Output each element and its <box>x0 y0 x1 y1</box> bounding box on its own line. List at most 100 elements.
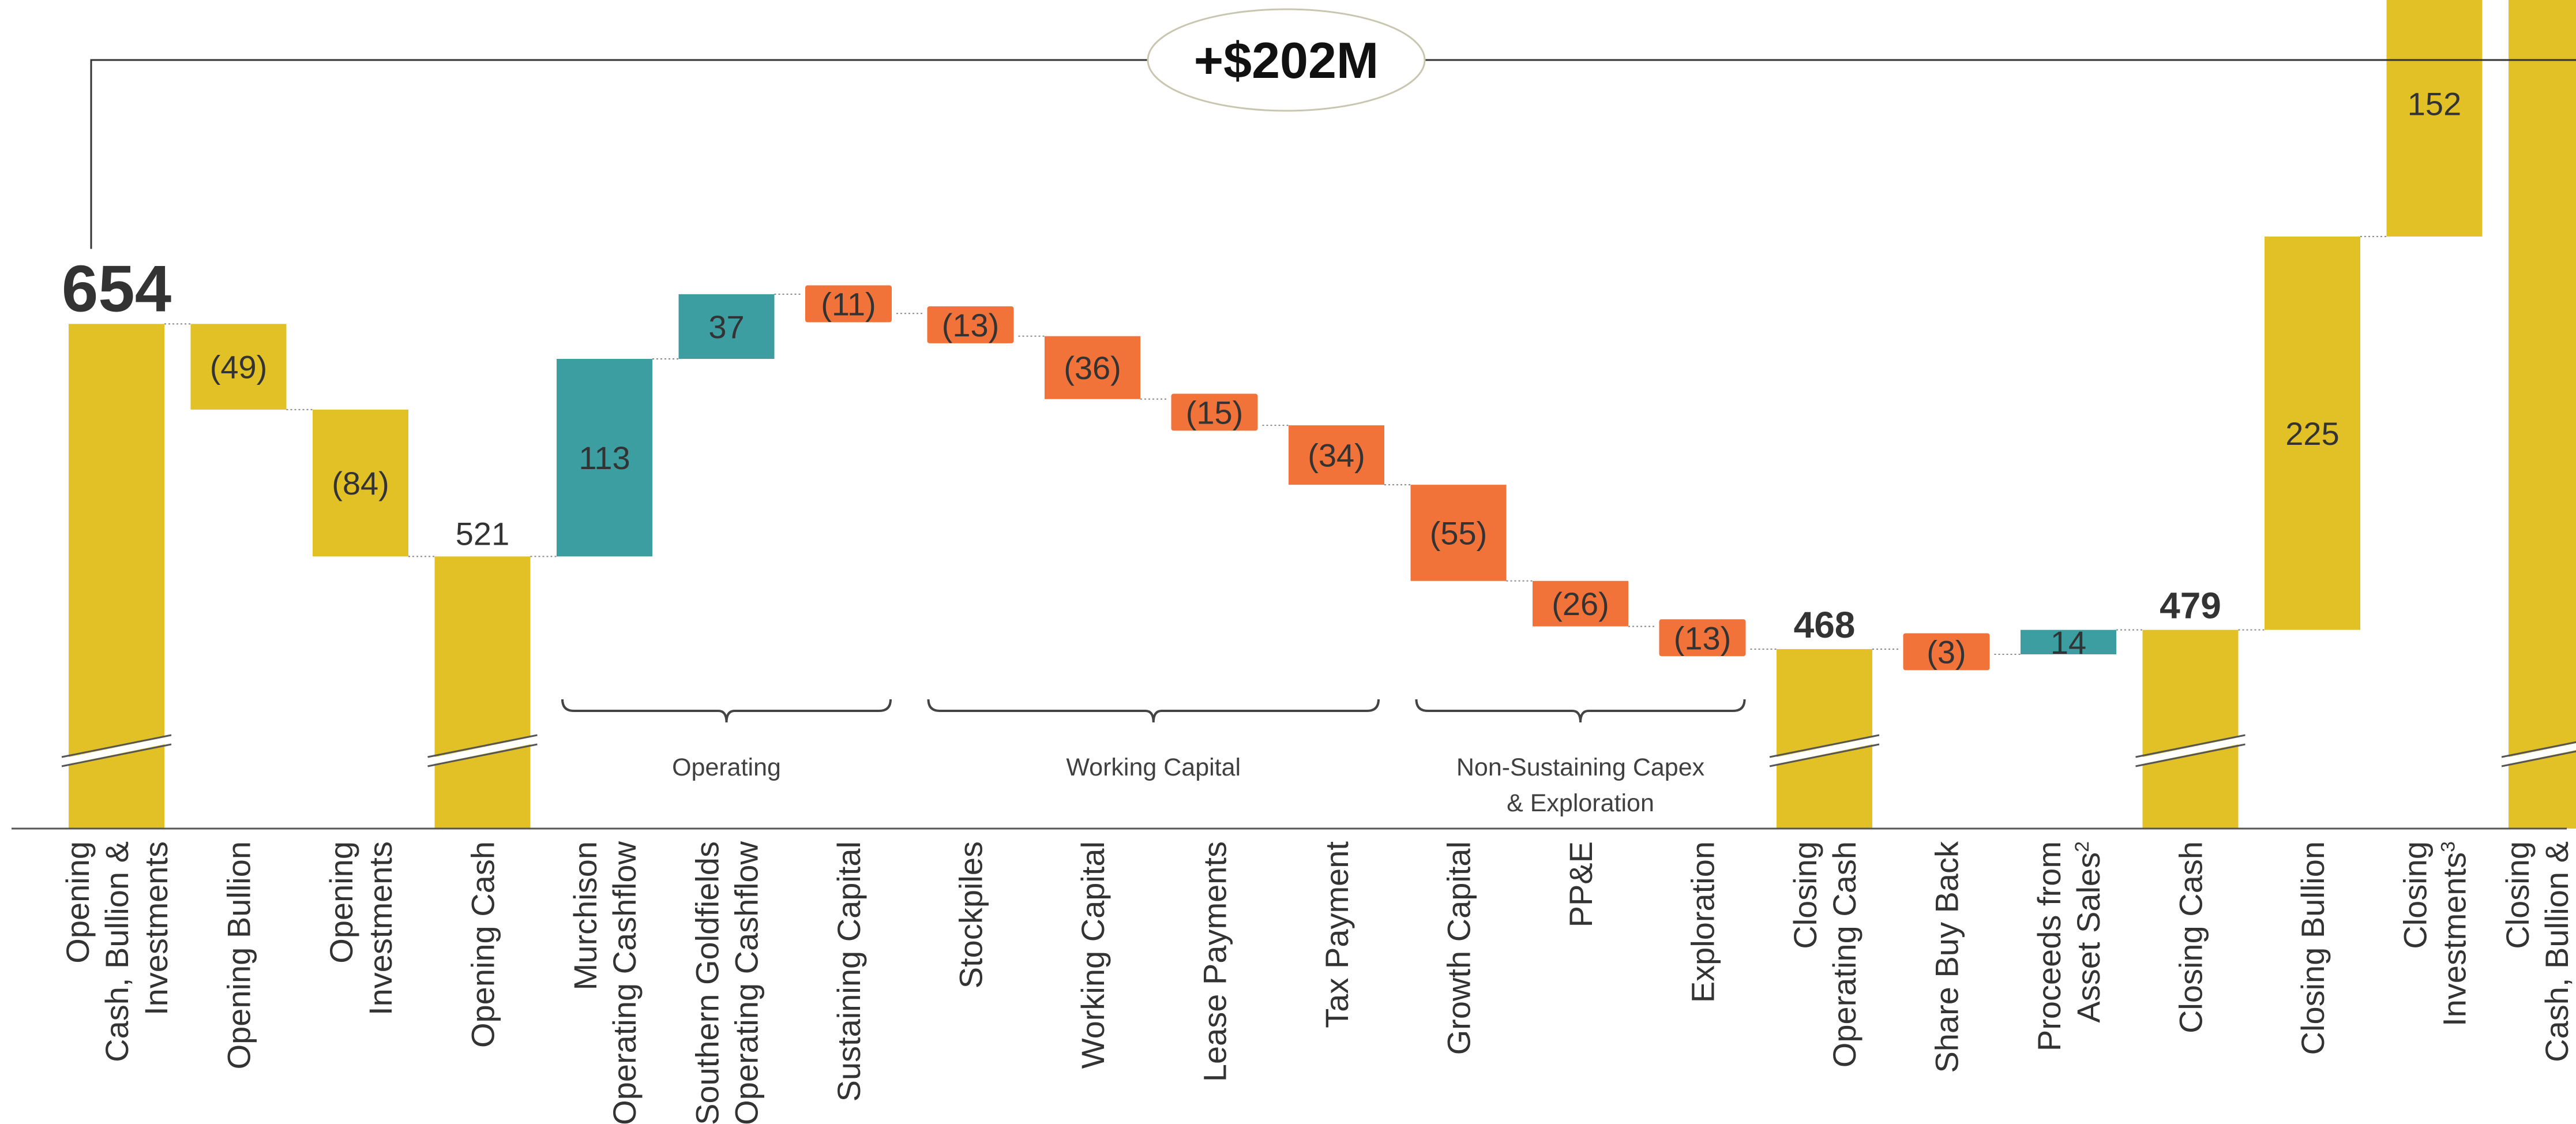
value-label-6: (11) <box>821 286 876 323</box>
value-label-17: 479 <box>2160 585 2221 627</box>
category-labels-layer: Opening Cash, Bullion & Investments Opening… <box>59 841 2575 1124</box>
value-labels-layer: 654 (49) (84) 521 113 37 (11) (13) (36) (15) (34) (… <box>62 86 2461 670</box>
category-line-17-0: Closing Cash <box>2173 841 2209 1033</box>
category-line-2-1: Investments <box>362 841 399 1016</box>
connector-lines <box>164 235 2387 655</box>
axis-break-3 <box>427 734 538 767</box>
bar-20 <box>2509 0 2576 829</box>
category-line-19-1: Investments3 <box>2436 841 2473 1026</box>
category-line-13-0: Exploration <box>1685 841 1721 1003</box>
group-label-1-0: Working Capital <box>1066 754 1241 781</box>
category-line-14-1: Operating Cash <box>1826 841 1862 1067</box>
value-label-9: (15) <box>1186 394 1244 430</box>
group-bracket-2: Non-Sustaining Capex & Exploration <box>1415 699 1746 817</box>
bar-label-pill-9 <box>1171 394 1258 431</box>
bars-layer <box>69 0 2576 829</box>
value-label-0: 654 <box>62 252 171 325</box>
value-label-16: 14 <box>2051 624 2086 661</box>
value-label-7: (13) <box>942 307 1000 343</box>
headline-bracket-right <box>1425 59 2576 61</box>
category-line-7-0: Stockpiles <box>953 841 989 988</box>
category-line-4-1: Operating Cashflow <box>606 841 643 1124</box>
bar-18 <box>2265 236 2360 630</box>
category-line-0-1: Cash, Bullion & <box>99 841 135 1062</box>
group-bracket-1: Working Capital <box>927 699 1380 781</box>
headline-callout: +$202M <box>90 8 2576 249</box>
category-line-18-0: Closing Bullion <box>2295 841 2331 1055</box>
axis-break-14 <box>1769 734 1880 767</box>
category-label-9: Lease Payments <box>1197 841 1233 1082</box>
category-label-11: Growth Capital <box>1441 841 1477 1055</box>
value-label-15: (3) <box>1927 634 1966 670</box>
category-label-12: PP&E <box>1563 841 1599 927</box>
value-label-8: (36) <box>1064 350 1121 386</box>
value-label-2: (84) <box>332 465 389 501</box>
category-label-13: Exploration <box>1685 841 1721 1003</box>
category-label-3: Opening Cash <box>465 841 501 1048</box>
value-label-3: 521 <box>456 515 509 552</box>
category-label-8: Working Capital <box>1075 841 1111 1069</box>
value-label-19: 152 <box>2408 86 2461 122</box>
category-line-5-1: Operating Cashflow <box>729 841 765 1124</box>
category-line-3-0: Opening Cash <box>465 841 501 1048</box>
bar-label-pill-7 <box>927 306 1014 343</box>
category-line-6-0: Sustaining Capital <box>831 841 867 1101</box>
bar-12 <box>1533 580 1628 627</box>
category-label-4: Murchison Operating Cashflow <box>567 841 643 1124</box>
category-label-19: Closing Investments3 <box>2397 841 2473 1026</box>
category-line-19-0: Closing <box>2397 841 2434 949</box>
category-line-5-0: Southern Goldfields <box>689 841 726 1124</box>
group-bracket-0: Operating <box>561 699 892 781</box>
bar-11 <box>1410 485 1507 581</box>
headline-bracket-left <box>90 59 1148 249</box>
group-label-0-0: Operating <box>672 754 781 781</box>
category-label-6: Sustaining Capital <box>831 841 867 1101</box>
category-label-0: Opening Cash, Bullion & Investments <box>59 841 174 1062</box>
bar-1 <box>190 324 287 410</box>
axis-break-0 <box>61 734 172 767</box>
bar-10 <box>1289 425 1384 485</box>
value-label-14: 468 <box>1794 604 1856 646</box>
value-label-18: 225 <box>2285 415 2339 452</box>
category-line-9-0: Lease Payments <box>1197 841 1233 1082</box>
axis-breaks-layer <box>61 734 2576 767</box>
bar-16 <box>2021 630 2116 655</box>
category-line-16-1: Asset Sales2 <box>2070 841 2106 1023</box>
category-line-0-2: Investments <box>138 841 174 1016</box>
group-label-2-1: & Exploration <box>1507 789 1654 817</box>
category-label-10: Tax Payment <box>1319 841 1355 1028</box>
bar-2 <box>313 409 408 557</box>
category-line-20-1: Cash, Bullion & <box>2539 841 2575 1062</box>
bar-19 <box>2386 0 2483 237</box>
group-brackets-layer: Operating Working Capital Non-Sustaining C… <box>561 699 1746 817</box>
category-line-11-0: Growth Capital <box>1441 841 1477 1055</box>
category-line-1-0: Opening Bullion <box>221 841 257 1069</box>
category-label-1: Opening Bullion <box>221 841 257 1069</box>
category-line-4-0: Murchison <box>567 841 603 990</box>
bar-5 <box>678 294 775 359</box>
value-label-5: 37 <box>708 309 744 345</box>
category-label-2: Opening Investments <box>323 841 399 1016</box>
category-label-14: Closing Operating Cash <box>1787 841 1862 1067</box>
category-label-16: Proceeds from Asset Sales2 <box>2031 841 2106 1051</box>
headline-ellipse <box>1147 8 1426 112</box>
category-line-10-0: Tax Payment <box>1319 841 1355 1028</box>
headline-value: +$202M <box>1194 32 1379 89</box>
value-label-12: (26) <box>1552 586 1609 622</box>
bar-3 <box>434 556 531 829</box>
category-line-12-0: PP&E <box>1563 841 1599 927</box>
category-label-17: Closing Cash <box>2173 841 2209 1033</box>
value-label-13: (13) <box>1674 620 1732 656</box>
category-label-5: Southern Goldfields Operating Cashflow <box>689 841 765 1124</box>
category-line-20-0: Closing <box>2499 841 2536 949</box>
category-line-14-0: Closing <box>1787 841 1823 949</box>
category-line-16-0: Proceeds from <box>2031 841 2067 1051</box>
group-label-2-0: Non-Sustaining Capex <box>1456 754 1705 781</box>
axis-break-17 <box>2135 734 2245 767</box>
value-label-1: (49) <box>210 349 268 385</box>
value-label-4: 113 <box>579 440 630 476</box>
bar-label-pill-15 <box>1903 633 1990 670</box>
bar-4 <box>557 358 652 557</box>
